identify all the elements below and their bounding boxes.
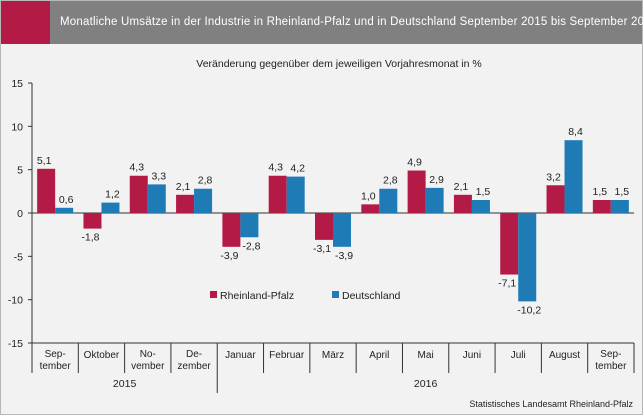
year-label: 2015 — [113, 378, 137, 390]
data-label: 3,3 — [151, 170, 166, 182]
category-label: Juli — [511, 350, 526, 361]
category-label: März — [322, 350, 344, 361]
bar-rheinland-pfalz — [546, 185, 565, 213]
data-label: -10,2 — [517, 304, 541, 316]
category-label: Oktober — [84, 350, 120, 361]
y-tick-label: 15 — [11, 78, 23, 90]
bar-rheinland-pfalz — [129, 175, 148, 213]
data-label: -2,8 — [242, 240, 260, 252]
bar-deutschland — [379, 188, 398, 213]
bar-deutschland — [147, 184, 166, 213]
bar-rheinland-pfalz — [407, 170, 426, 213]
bar-deutschland — [518, 213, 537, 302]
category-label: zember — [177, 361, 211, 372]
bar-rheinland-pfalz — [592, 200, 611, 213]
bar-deutschland — [610, 200, 629, 213]
data-label: 8,4 — [568, 126, 583, 138]
y-tick-label: 10 — [11, 121, 23, 133]
data-label: 5,1 — [37, 155, 52, 167]
data-label: 1,5 — [476, 186, 491, 198]
y-tick-label: -10 — [8, 295, 23, 307]
y-tick-label: -5 — [14, 251, 23, 263]
y-tick-label: 0 — [17, 208, 23, 220]
year-label: 2016 — [414, 378, 438, 390]
data-label: 4,3 — [129, 162, 144, 174]
bar-rheinland-pfalz — [37, 168, 56, 213]
category-label: August — [549, 350, 580, 361]
category-label: Januar — [225, 350, 256, 361]
y-tick-label: -15 — [8, 338, 23, 350]
data-label: -3,1 — [313, 243, 331, 255]
category-label: vember — [131, 361, 165, 372]
bar-rheinland-pfalz — [361, 204, 380, 213]
category-label: April — [369, 350, 389, 361]
category-label: Sep- — [45, 349, 66, 360]
bar-deutschland — [194, 188, 213, 213]
chart-subtitle: Veränderung gegenüber dem jeweiligen Vor… — [196, 58, 481, 70]
data-label: 2,8 — [383, 175, 398, 187]
category-label: tember — [595, 361, 627, 372]
data-label: 4,2 — [290, 163, 305, 175]
bar-rheinland-pfalz — [315, 213, 333, 240]
data-label: -3,9 — [220, 250, 238, 262]
data-label: 2,1 — [176, 181, 191, 193]
data-label: 2,1 — [454, 181, 469, 193]
chart-title: Monatliche Umsätze in der Industrie in R… — [60, 16, 643, 28]
bar-deutschland — [240, 213, 259, 238]
bar-deutschland — [471, 200, 490, 213]
bar-rheinland-pfalz — [268, 175, 287, 213]
data-label: -1,8 — [81, 232, 99, 244]
data-label: 1,2 — [105, 189, 120, 201]
data-label: -3,9 — [335, 250, 353, 262]
bar-deutschland — [55, 207, 74, 213]
data-label: 1,5 — [615, 186, 630, 198]
bar-deutschland — [101, 202, 120, 213]
bar-rheinland-pfalz — [176, 194, 195, 213]
data-label: 0,6 — [59, 194, 74, 206]
category-label: De- — [186, 349, 202, 360]
bar-rheinland-pfalz — [500, 213, 519, 275]
data-label: 2,9 — [429, 174, 444, 186]
data-label: 4,9 — [407, 157, 422, 169]
bar-rheinland-pfalz — [222, 213, 241, 247]
data-label: -7,1 — [498, 278, 516, 290]
data-label: 3,2 — [546, 171, 561, 183]
category-label: Februar — [269, 350, 305, 361]
category-label: Juni — [463, 350, 481, 361]
bar-rheinland-pfalz — [83, 213, 102, 229]
bar-rheinland-pfalz — [453, 194, 472, 213]
header-bar: Monatliche Umsätze in der Industrie in R… — [50, 1, 643, 44]
bar-deutschland — [286, 176, 305, 213]
legend-swatch — [210, 291, 217, 298]
header-accent — [1, 1, 50, 44]
legend-label: Deutschland — [342, 290, 401, 302]
category-label: tember — [40, 361, 72, 372]
category-label: Sep- — [600, 349, 621, 360]
data-label: 1,5 — [593, 186, 608, 198]
category-label: No- — [140, 349, 156, 360]
data-label: 2,8 — [198, 175, 213, 187]
y-tick-label: 5 — [17, 165, 23, 177]
bar-deutschland — [425, 187, 444, 213]
category-label: Mai — [418, 350, 434, 361]
bar-deutschland — [333, 213, 351, 247]
legend-swatch — [332, 291, 339, 298]
bar-deutschland — [564, 140, 583, 213]
data-label: 4,3 — [268, 162, 283, 174]
legend-label: Rheinland-Pfalz — [220, 290, 294, 302]
data-label: 1,0 — [361, 190, 376, 202]
source-note: Statistisches Landesamt Rheinland-Pfalz — [469, 399, 633, 409]
